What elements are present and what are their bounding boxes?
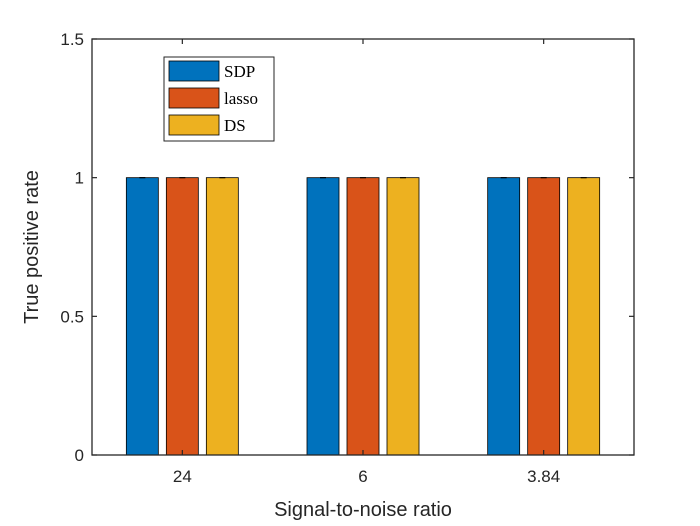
bar-ds-0: [205, 177, 239, 456]
plot-frame: [91, 38, 635, 456]
bar-lasso-2: [527, 177, 561, 456]
tick-labels-layer: 24 6 3.84 0 0.5 1 1.5: [60, 30, 560, 486]
legend-swatch-sdp: [168, 60, 220, 82]
bar-ds-2: [567, 177, 601, 456]
x-axis-label: Signal-to-noise ratio: [274, 499, 452, 521]
legend-label-sdp: SDP: [224, 62, 255, 81]
x-tick-label: 24: [173, 467, 192, 486]
y-tick-label: 0.5: [60, 307, 84, 326]
legend-label-ds: DS: [224, 116, 246, 135]
bar-sdp-1: [306, 177, 340, 456]
y-tick-label: 1: [75, 169, 84, 188]
legend: SDP lasso DS: [163, 56, 275, 142]
legend-swatch-ds: [168, 114, 220, 136]
x-tick-label: 6: [358, 467, 367, 486]
bar-lasso-1: [346, 177, 380, 456]
legend-label-lasso: lasso: [224, 89, 258, 108]
bar-sdp-2: [487, 177, 521, 456]
bar-ds-1: [386, 177, 420, 456]
bars-layer: [125, 177, 601, 456]
y-tick-label: 1.5: [60, 30, 84, 49]
x-tick-label: 3.84: [527, 467, 560, 486]
legend-swatch-lasso: [168, 87, 220, 109]
bar-sdp-0: [125, 177, 159, 456]
y-axis-label: True positive rate: [21, 170, 43, 324]
bar-lasso-0: [165, 177, 199, 456]
y-tick-label: 0: [75, 446, 84, 465]
